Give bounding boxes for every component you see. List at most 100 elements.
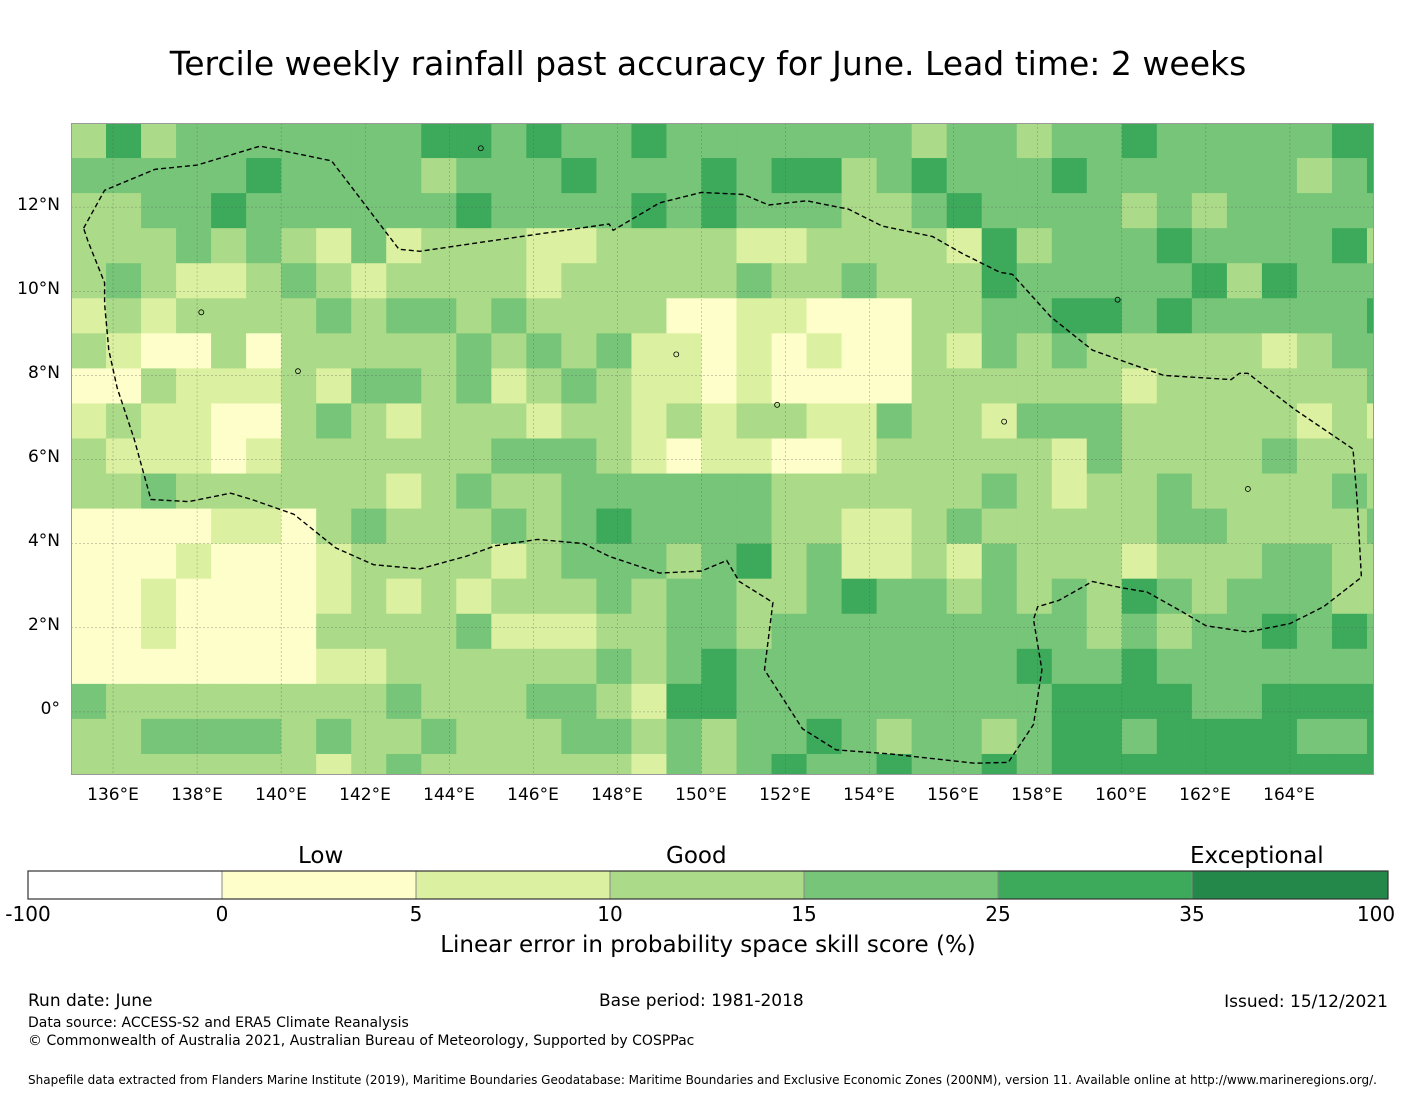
skill-cell [71, 473, 107, 510]
skill-cell [141, 228, 177, 264]
skill-cell [596, 368, 633, 405]
skill-cell [1261, 613, 1298, 650]
skill-cell [316, 298, 352, 334]
skill-cell [981, 613, 1018, 650]
skill-cell [736, 718, 773, 755]
skill-cell [806, 543, 843, 580]
skill-cell [806, 263, 843, 299]
skill-cell [561, 473, 598, 510]
skill-cell [281, 438, 317, 475]
skill-cell [281, 333, 317, 369]
skill-cell [71, 263, 107, 299]
island-outline [477, 145, 484, 152]
skill-cell [1331, 228, 1368, 264]
skill-cell [701, 613, 738, 650]
skill-cell [911, 578, 948, 615]
skill-cell [316, 228, 352, 264]
skill-cell [841, 718, 878, 755]
skill-cell [71, 298, 107, 334]
skill-cell [876, 648, 913, 685]
skill-cell [1156, 648, 1193, 685]
skill-cell [736, 753, 773, 790]
skill-cell [246, 718, 282, 755]
skill-cell [1121, 403, 1158, 440]
skill-cell [141, 613, 177, 650]
skill-cell [211, 508, 247, 545]
colorbar-bin-25-35 [997, 870, 1193, 900]
skill-cell [701, 333, 738, 369]
skill-cell [491, 368, 527, 405]
skill-cell [771, 333, 808, 369]
skill-cell [876, 228, 913, 264]
skill-cell [1086, 368, 1123, 405]
skill-cell [946, 648, 983, 685]
skill-cell [1366, 613, 1403, 650]
skill-cell [386, 123, 422, 159]
skill-cell [666, 578, 703, 615]
skill-cell [1121, 438, 1158, 475]
skill-cell [106, 508, 142, 545]
skill-cell [176, 753, 212, 790]
skill-cell [701, 263, 738, 299]
skill-cell [246, 263, 282, 299]
skill-cell [946, 613, 983, 650]
skill-cell [1261, 648, 1298, 685]
skill-cell [316, 648, 352, 685]
skill-cell [421, 613, 457, 650]
skill-cell [1016, 193, 1053, 229]
skill-cell [946, 228, 983, 264]
skill-cell [211, 753, 247, 790]
skill-cell [946, 438, 983, 475]
skill-cell [421, 473, 457, 510]
skill-cell [1261, 438, 1298, 475]
skill-cell [596, 543, 633, 580]
skill-cell [526, 403, 562, 440]
skill-cell [1331, 508, 1368, 545]
skill-cell [491, 263, 527, 299]
skill-cell [631, 228, 668, 264]
skill-cell [911, 333, 948, 369]
skill-cell [1051, 333, 1088, 369]
skill-cell [351, 438, 387, 475]
skill-cell [141, 473, 177, 510]
skill-cell [736, 228, 773, 264]
skill-cell [491, 683, 527, 720]
category-exceptional: Exceptional [1190, 843, 1324, 869]
issued-date: Issued: 15/12/2021 [1224, 992, 1388, 1012]
skill-cell [1191, 613, 1228, 650]
skill-cell [666, 193, 703, 229]
colorbar-tick-10: 10 [597, 902, 623, 926]
skill-cell [71, 578, 107, 615]
skill-cell [456, 753, 492, 790]
skill-cell [386, 298, 422, 334]
skill-cell [806, 718, 843, 755]
skill-cell [456, 123, 492, 159]
skill-cell [491, 473, 527, 510]
skill-cell [351, 368, 387, 405]
skill-cell [701, 473, 738, 510]
skill-cell [281, 648, 317, 685]
skill-cell [351, 158, 387, 194]
skill-cell [386, 403, 422, 440]
skill-cell [1366, 123, 1403, 159]
skill-cell [701, 543, 738, 580]
skill-cell [1121, 473, 1158, 510]
skill-cell [841, 753, 878, 790]
skill-cell [281, 613, 317, 650]
skill-cell [1086, 403, 1123, 440]
skill-cell [1191, 263, 1228, 299]
skill-cell [316, 613, 352, 650]
skill-cell [946, 578, 983, 615]
lon-tick-138e: 138°E [171, 785, 223, 805]
skill-cell [1086, 263, 1123, 299]
skill-cell [351, 193, 387, 229]
skill-cell [246, 403, 282, 440]
skill-cell [1051, 263, 1088, 299]
skill-cell [1226, 473, 1263, 510]
skill-cell [176, 683, 212, 720]
skill-cell [631, 368, 668, 405]
skill-cell [561, 403, 598, 440]
skill-cell [666, 158, 703, 194]
skill-cell [771, 613, 808, 650]
skill-cell [141, 718, 177, 755]
